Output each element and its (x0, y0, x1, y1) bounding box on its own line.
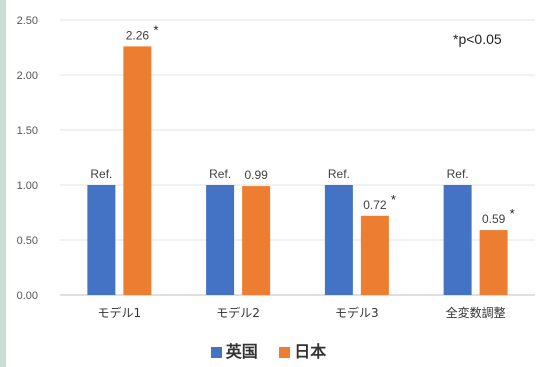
data-label-japan: 0.72 (363, 198, 387, 212)
bar-uk (87, 185, 116, 295)
data-label-uk: Ref. (447, 167, 469, 181)
x-category-label: モデル2 (216, 305, 260, 320)
y-tick-label: 0.00 (17, 290, 38, 302)
x-axis: モデル1 モデル2 モデル3 全変数調整 (98, 305, 506, 320)
data-label-japan: 0.59 (482, 212, 506, 226)
data-label-japan: 2.26 (126, 28, 150, 42)
y-tick-label: 0.50 (17, 235, 38, 247)
bar-japan (123, 46, 152, 296)
legend-swatch-japan (279, 347, 291, 358)
bar-japan (360, 215, 389, 295)
data-label-uk: Ref. (209, 167, 231, 181)
y-tick-label: 1.50 (17, 125, 38, 137)
bar-chart: 0.00 0.50 1.00 1.50 2.00 2.50 モデル1 モデル2 モデル3 全変数… (17, 15, 535, 320)
y-tick-label: 2.50 (17, 15, 38, 27)
data-labels: Ref.2.26 *Ref. 0.99 Ref.0.72 *Ref.0.59 * (90, 22, 514, 226)
bars (87, 46, 508, 296)
bar-uk (443, 185, 472, 295)
x-category-label: モデル1 (98, 305, 142, 320)
legend-item-japan: 日本 (279, 338, 326, 362)
x-category-label: モデル3 (335, 305, 379, 320)
x-category-label: 全変数調整 (446, 305, 506, 320)
y-axis: 0.00 0.50 1.00 1.50 2.00 2.50 (17, 15, 38, 302)
bar-uk (206, 185, 235, 295)
significance-star: * (391, 192, 396, 207)
significance-note: *p<0.05 (453, 31, 502, 47)
data-label-japan: 0.99 (244, 168, 268, 182)
left-edge-strip (0, 0, 6, 367)
bar-japan (242, 186, 271, 295)
significance-star: * (153, 22, 158, 37)
y-tick-label: 2.00 (17, 70, 38, 82)
legend-swatch-uk (210, 347, 222, 358)
bar-uk (324, 185, 353, 295)
data-label-uk: Ref. (328, 167, 350, 181)
y-tick-label: 1.00 (17, 180, 38, 192)
legend-label-japan: 日本 (294, 342, 327, 361)
bar-japan (479, 230, 508, 295)
legend-item-uk: 英国 (210, 338, 258, 362)
legend-label-uk: 英国 (225, 342, 258, 361)
legend: 英国 日本 (0, 338, 537, 362)
data-label-uk: Ref. (90, 167, 112, 181)
significance-star: * (510, 206, 515, 221)
